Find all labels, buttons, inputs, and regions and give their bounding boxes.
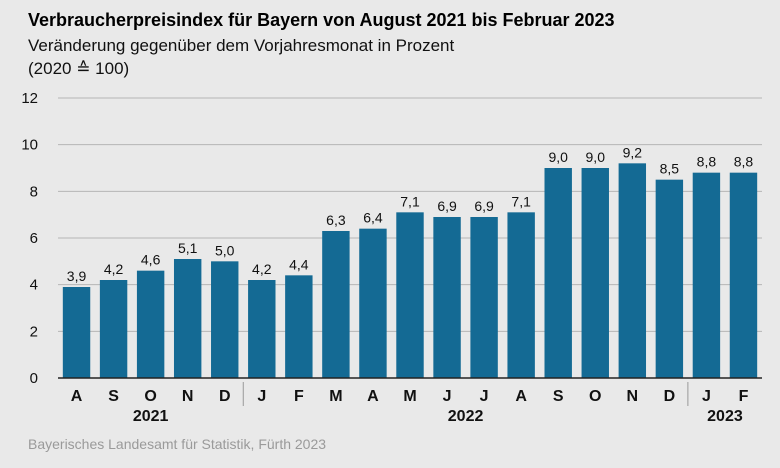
bar (655, 179, 684, 378)
y-tick-label: 2 (30, 323, 38, 340)
x-tick-label: J (257, 388, 266, 405)
data-label: 4,2 (252, 261, 272, 277)
x-tick-label: M (403, 388, 416, 405)
x-tick-label: F (294, 388, 304, 405)
y-tick-label: 0 (30, 370, 38, 387)
bar (544, 168, 572, 378)
source-note: Bayerisches Landesamt für Statistik, Für… (28, 436, 327, 452)
bar (211, 261, 239, 378)
x-tick-label: O (589, 388, 601, 405)
bar (99, 280, 128, 378)
data-label: 6,4 (363, 210, 383, 226)
year-label: 2023 (707, 408, 743, 425)
y-tick-label: 12 (21, 90, 38, 107)
bar (173, 259, 202, 378)
x-tick-label: A (515, 388, 527, 405)
data-label: 9,0 (586, 149, 606, 165)
bar (692, 172, 721, 378)
year-label: 2021 (133, 408, 169, 425)
x-tick-label: J (443, 388, 452, 405)
data-label: 7,1 (400, 193, 420, 209)
data-label: 8,5 (660, 161, 680, 177)
bar (729, 172, 758, 378)
bar (470, 217, 498, 378)
x-tick-label: N (627, 388, 639, 405)
bar (359, 228, 387, 378)
chart-subtitle: Veränderung gegenüber dem Vorjahresmonat… (28, 36, 455, 55)
bar (581, 168, 609, 378)
chart-title: Verbraucherpreisindex für Bayern von Aug… (28, 10, 615, 30)
x-tick-label: J (480, 388, 489, 405)
x-tick-label: M (329, 388, 342, 405)
x-tick-label: A (367, 388, 379, 405)
data-label: 9,0 (548, 149, 568, 165)
data-label: 5,1 (178, 240, 198, 256)
data-label: 6,3 (326, 212, 346, 228)
x-tick-label: N (182, 388, 194, 405)
bar (62, 287, 91, 378)
x-tick-label: S (553, 388, 564, 405)
x-tick-label: F (739, 388, 749, 405)
y-tick-label: 8 (30, 183, 38, 200)
data-label: 9,2 (623, 144, 643, 160)
x-tick-label: O (144, 388, 156, 405)
data-label: 3,9 (67, 268, 87, 284)
data-label: 5,0 (215, 242, 235, 258)
x-tick-label: D (219, 388, 231, 405)
data-label: 8,8 (734, 154, 754, 170)
y-tick-label: 6 (30, 230, 38, 247)
data-label: 7,1 (511, 193, 531, 209)
bar (136, 270, 165, 378)
bar (507, 212, 535, 378)
data-label: 6,9 (437, 198, 457, 214)
x-tick-label: D (664, 388, 676, 405)
data-label: 4,2 (104, 261, 124, 277)
x-tick-label: J (702, 388, 711, 405)
y-tick-label: 4 (30, 277, 38, 294)
bar (396, 212, 424, 378)
year-label: 2022 (448, 408, 484, 425)
x-tick-label: S (108, 388, 119, 405)
data-label: 4,4 (289, 256, 309, 272)
bar (285, 275, 313, 378)
bar (433, 217, 461, 378)
data-label: 6,9 (474, 198, 494, 214)
x-tick-label: A (71, 388, 83, 405)
bar (248, 280, 276, 378)
bar (618, 163, 647, 378)
data-label: 4,6 (141, 252, 161, 268)
data-label: 8,8 (697, 154, 717, 170)
chart-base-note: (2020 ≙ 100) (28, 59, 130, 78)
y-tick-label: 10 (21, 137, 38, 154)
bar (322, 231, 350, 378)
